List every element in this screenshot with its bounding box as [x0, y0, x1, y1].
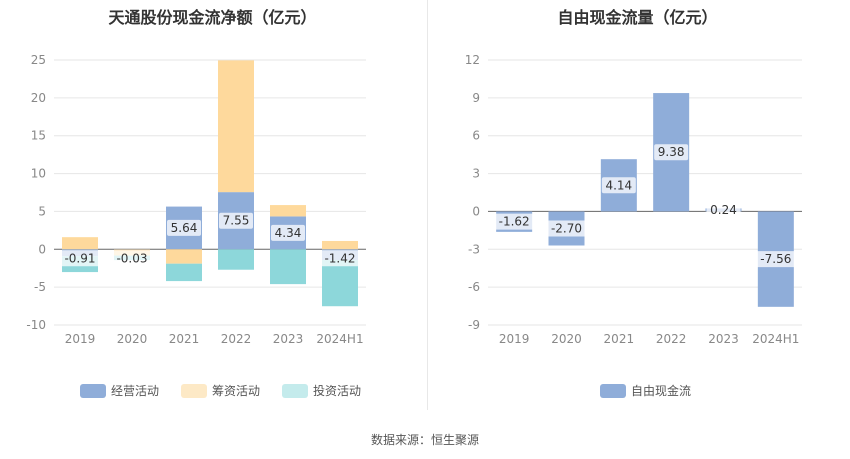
left-y-tick-label: 15 — [31, 129, 46, 143]
legend-label-operating: 经营活动 — [111, 384, 160, 398]
legend-swatch-operating — [80, 383, 106, 398]
right-data-label: -1.62 — [499, 215, 530, 229]
right-x-tick-label: 2023 — [708, 332, 739, 346]
left-y-tick-label: 10 — [31, 167, 46, 181]
left-bar-series2 — [322, 260, 358, 307]
left-bar-series1 — [322, 240, 358, 250]
legend-item-financing[interactable]: 筹资活动 — [181, 382, 260, 399]
left-data-label: 4.34 — [275, 226, 302, 240]
right-data-label: 0.24 — [710, 203, 737, 217]
legend-label-free-cash-flow: 自由现金流 — [631, 384, 692, 398]
left-bar-series2 — [166, 263, 202, 282]
legend-item-investing[interactable]: 投资活动 — [282, 382, 361, 399]
right-data-label: -7.56 — [760, 252, 791, 266]
left-chart-plot: 25 20 15 10 5 0 -5 -10 2019 2020 2021 2022 2023 2024H… — [26, 53, 366, 346]
legend-item-operating[interactable]: 经营活动 — [80, 382, 159, 399]
right-data-label-bg — [755, 251, 797, 268]
legend-item-free-cash-flow[interactable]: 自由现金流 — [600, 382, 691, 399]
left-data-label-bg — [59, 250, 101, 267]
right-x-tick-label: 2019 — [499, 332, 530, 346]
right-y-tick-label: -3 — [468, 242, 480, 256]
right-x-tick-label: 2022 — [656, 332, 687, 346]
right-y-tick-label: 6 — [472, 129, 480, 143]
right-data-label-bg — [706, 201, 741, 218]
left-data-label-bg — [219, 212, 253, 229]
right-data-label-bg — [546, 220, 587, 237]
left-bar-series1 — [166, 249, 202, 264]
left-x-tick-label: 2019 — [65, 332, 96, 346]
left-y-tick-label: -10 — [26, 318, 46, 332]
legend-swatch-financing — [181, 383, 208, 398]
left-bar-series1 — [218, 60, 254, 193]
left-x-tick-label: 2021 — [169, 332, 200, 346]
right-y-tick-label: 9 — [472, 91, 480, 105]
right-x-tick-label: 2024H1 — [752, 332, 799, 346]
right-data-label: 4.14 — [605, 178, 632, 192]
right-data-label-bg — [493, 213, 535, 230]
left-x-tick-label: 2024H1 — [316, 332, 363, 346]
legend-swatch-free-cash-flow — [600, 383, 626, 398]
right-data-label-bg — [601, 177, 636, 194]
right-data-label: 9.38 — [658, 145, 685, 159]
left-legend: 经营活动 筹资活动 投资活动 — [80, 382, 383, 399]
right-data-label-bg — [654, 144, 689, 161]
left-data-label: -0.03 — [116, 251, 147, 265]
left-y-tick-label: 0 — [38, 242, 46, 256]
legend-label-financing: 筹资活动 — [212, 384, 261, 398]
right-y-tick-label: 0 — [472, 204, 480, 218]
legend-label-investing: 投资活动 — [313, 384, 362, 398]
right-data-label: -2.70 — [551, 221, 582, 235]
legend-swatch-investing — [282, 383, 309, 398]
left-data-label: 5.64 — [171, 221, 198, 235]
left-data-label-bg — [111, 250, 153, 267]
left-data-label: -1.42 — [324, 251, 355, 265]
left-x-tick-label: 2022 — [221, 332, 252, 346]
left-data-label-bg — [271, 224, 305, 241]
left-data-label: -0.91 — [64, 251, 95, 265]
data-source-note: 数据来源：恒生聚源 — [370, 433, 479, 447]
left-data-label-bg — [319, 250, 361, 267]
left-bar-series1 — [270, 205, 306, 217]
left-y-tick-label: 5 — [38, 204, 46, 218]
right-x-tick-label: 2020 — [551, 332, 582, 346]
right-y-tick-label: 3 — [472, 167, 480, 181]
left-bar-series1 — [62, 237, 98, 250]
left-x-tick-label: 2023 — [273, 332, 304, 346]
left-x-tick-label: 2020 — [117, 332, 148, 346]
right-y-tick-label: -9 — [468, 318, 480, 332]
chart-divider — [427, 0, 428, 410]
left-chart-title: 天通股份现金流净额（亿元） — [108, 8, 317, 27]
right-x-tick-label: 2021 — [604, 332, 635, 346]
left-data-label: 7.55 — [223, 214, 250, 228]
left-y-tick-label: -5 — [34, 280, 46, 294]
left-bar-series2 — [218, 249, 254, 270]
right-chart-plot: 12 9 6 3 0 -3 -6 -9 2019 2020 2021 2022 2023 2024H1 -1… — [465, 53, 802, 346]
right-y-tick-label: -6 — [468, 280, 480, 294]
right-y-tick-label: 12 — [465, 53, 480, 67]
right-chart-title: 自由现金流量（亿元） — [557, 8, 718, 27]
right-legend: 自由现金流 — [600, 382, 713, 399]
left-y-tick-label: 25 — [31, 53, 46, 67]
left-data-label-bg — [167, 219, 201, 236]
left-bar-series2 — [270, 249, 306, 285]
left-y-tick-label: 20 — [31, 91, 46, 105]
